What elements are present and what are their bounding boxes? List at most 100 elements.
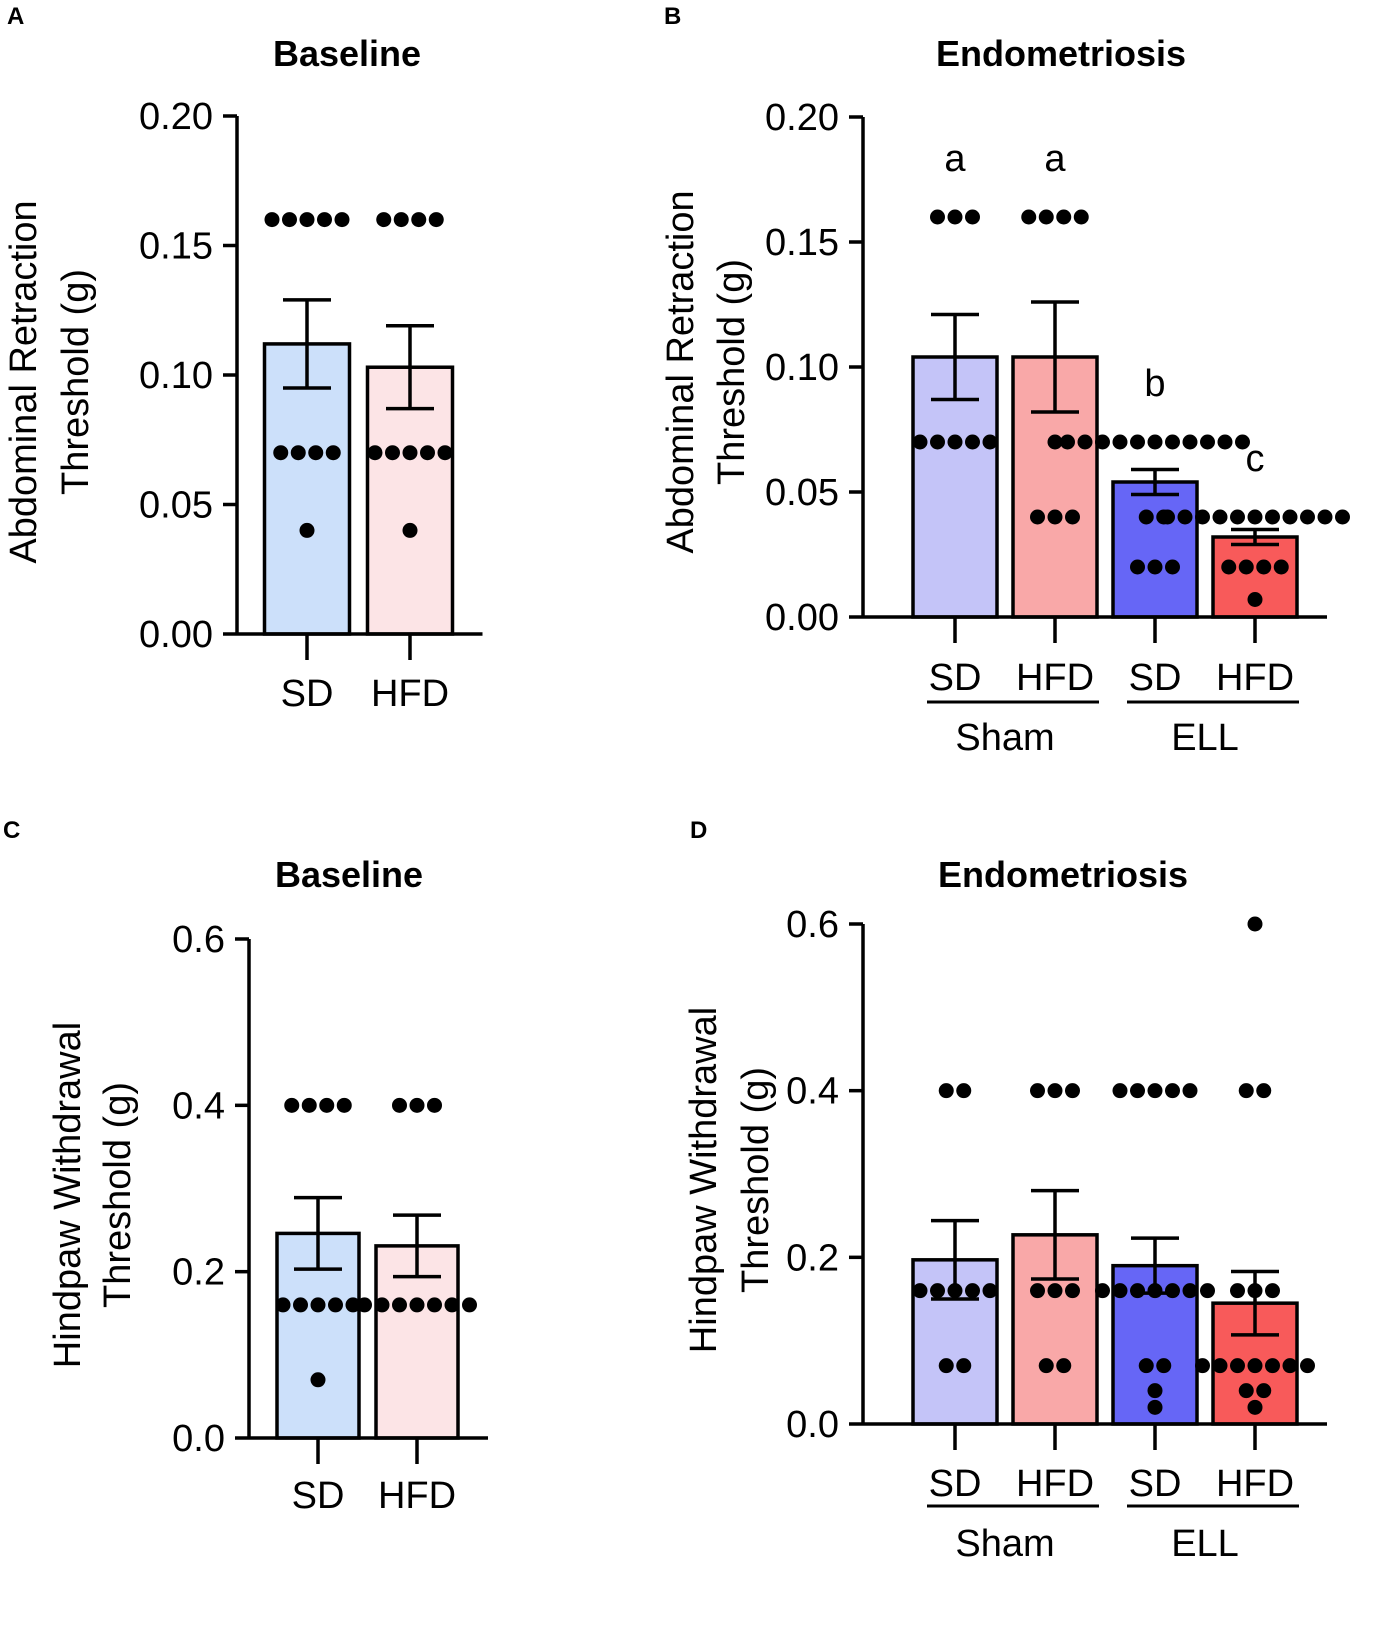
y-tick-label: 0.4 bbox=[172, 1085, 225, 1127]
data-point bbox=[409, 1297, 425, 1313]
data-point bbox=[392, 1097, 407, 1113]
data-point bbox=[282, 212, 297, 228]
data-point bbox=[930, 434, 945, 450]
data-point bbox=[1200, 1283, 1215, 1299]
x-tick-label: HFD bbox=[1016, 1463, 1094, 1505]
y-tick-label: 0.05 bbox=[765, 472, 839, 514]
data-point bbox=[1047, 509, 1063, 525]
y-tick-label: 0.00 bbox=[765, 597, 839, 639]
data-point bbox=[1247, 1283, 1263, 1299]
data-point bbox=[319, 1097, 335, 1113]
data-point bbox=[1056, 1358, 1072, 1374]
data-point bbox=[1147, 1283, 1163, 1299]
data-point bbox=[1147, 1083, 1163, 1099]
data-point bbox=[427, 1297, 442, 1313]
data-point bbox=[1238, 1083, 1254, 1099]
data-point bbox=[357, 1297, 372, 1313]
data-point bbox=[1217, 434, 1233, 450]
data-point bbox=[1138, 1358, 1154, 1374]
panel-letter: C bbox=[3, 817, 20, 844]
data-point bbox=[374, 1297, 390, 1313]
x-tick-label: HFD bbox=[1016, 657, 1094, 699]
data-point bbox=[1130, 434, 1145, 450]
data-point bbox=[1030, 1083, 1045, 1099]
data-point bbox=[1065, 1283, 1080, 1299]
data-point bbox=[912, 434, 928, 450]
y-tick-label: 0.05 bbox=[139, 485, 213, 527]
data-point bbox=[1065, 1083, 1080, 1099]
data-point bbox=[1282, 1358, 1298, 1374]
bar bbox=[262, 342, 352, 636]
data-point bbox=[1282, 509, 1298, 525]
data-point bbox=[1056, 209, 1072, 225]
data-point bbox=[912, 1283, 928, 1299]
data-point bbox=[334, 212, 350, 228]
data-point bbox=[393, 212, 409, 228]
data-point bbox=[1030, 1283, 1045, 1299]
data-point bbox=[1256, 1083, 1272, 1099]
data-point bbox=[392, 1297, 407, 1313]
data-point bbox=[1165, 434, 1180, 450]
data-point bbox=[1182, 1083, 1198, 1099]
data-point bbox=[264, 212, 280, 228]
data-point bbox=[427, 1097, 442, 1113]
data-point bbox=[1230, 509, 1245, 525]
group-label: Sham bbox=[955, 1523, 1054, 1565]
y-tick-label: 0.10 bbox=[139, 355, 213, 397]
data-point bbox=[273, 445, 289, 461]
data-point bbox=[1256, 559, 1272, 575]
data-point bbox=[1247, 916, 1263, 932]
data-point bbox=[1095, 434, 1110, 450]
x-tick-label: HFD bbox=[1216, 657, 1294, 699]
data-point bbox=[1047, 1283, 1063, 1299]
data-point bbox=[1230, 1283, 1245, 1299]
panel-letter: D bbox=[690, 817, 707, 844]
y-tick-label: 0.6 bbox=[786, 904, 839, 946]
data-point bbox=[1247, 592, 1263, 607]
data-point bbox=[1212, 509, 1228, 525]
panel-a: A Baseline Abdominal Retraction Threshold (… bbox=[3, 3, 483, 715]
data-point bbox=[1060, 434, 1075, 450]
data-point bbox=[947, 1283, 963, 1299]
data-point bbox=[328, 1297, 343, 1313]
data-point bbox=[1212, 1358, 1228, 1374]
x-tick-label: SD bbox=[929, 1463, 982, 1505]
data-point bbox=[1230, 1358, 1245, 1374]
data-point bbox=[402, 445, 418, 461]
y-tick-label: 0.20 bbox=[765, 97, 839, 139]
data-point bbox=[325, 445, 341, 461]
y-tick-label: 0.0 bbox=[172, 1418, 225, 1460]
data-point bbox=[1021, 209, 1037, 225]
panel-letter: B bbox=[664, 3, 681, 30]
significance-letter: a bbox=[944, 138, 966, 180]
significance-letter: c bbox=[1246, 438, 1265, 480]
data-point bbox=[930, 209, 945, 225]
data-point bbox=[1038, 209, 1054, 225]
data-point bbox=[1112, 1083, 1128, 1099]
data-point bbox=[336, 1097, 352, 1113]
y-tick-label: 0.2 bbox=[786, 1237, 839, 1279]
data-point bbox=[310, 1297, 326, 1313]
y-tick-label: 0.20 bbox=[139, 96, 213, 138]
data-point bbox=[1147, 1383, 1163, 1399]
data-point bbox=[275, 1297, 291, 1313]
data-point bbox=[965, 1283, 980, 1299]
data-point bbox=[1238, 559, 1254, 575]
data-point bbox=[1147, 559, 1163, 575]
data-point bbox=[420, 445, 435, 461]
x-tick-label: HFD bbox=[1216, 1463, 1294, 1505]
y-tick-label: 0.10 bbox=[765, 347, 839, 389]
data-point bbox=[956, 1358, 972, 1374]
data-point bbox=[1182, 1283, 1198, 1299]
y-axis-label: Hindpaw Withdrawal bbox=[47, 1022, 89, 1368]
data-point bbox=[1265, 1283, 1280, 1299]
y-axis-label: Threshold (g) bbox=[711, 259, 753, 485]
chart-title: Baseline bbox=[273, 33, 421, 74]
data-point bbox=[411, 212, 427, 228]
data-point bbox=[1030, 509, 1045, 525]
y-axis-label: Threshold (g) bbox=[735, 1067, 777, 1293]
data-point bbox=[938, 1083, 954, 1099]
data-point bbox=[1247, 1358, 1263, 1374]
data-point bbox=[1160, 509, 1175, 525]
significance-letter: a bbox=[1044, 138, 1066, 180]
